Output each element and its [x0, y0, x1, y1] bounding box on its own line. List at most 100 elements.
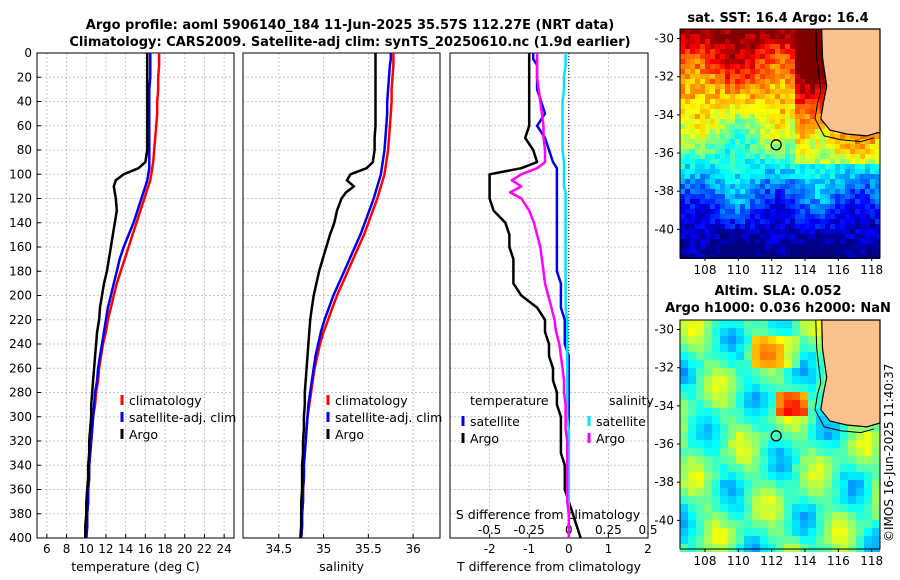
- sst-cell: [740, 234, 745, 239]
- map-x-tick-label: 112: [760, 263, 783, 277]
- sst-cell: [725, 34, 730, 39]
- sst-cell: [765, 244, 770, 249]
- sst-cell: [775, 159, 780, 164]
- sla-cell: [872, 528, 880, 536]
- sst-cell: [790, 84, 795, 89]
- sst-cell: [845, 209, 850, 214]
- sst-cell: [805, 44, 810, 49]
- sst-cell: [820, 209, 825, 214]
- sst-cell: [690, 149, 695, 154]
- sst-cell: [840, 149, 845, 154]
- sla-cell: [800, 440, 808, 448]
- sla-cell: [768, 384, 776, 392]
- sla-cell: [752, 400, 760, 408]
- sst-cell: [760, 179, 765, 184]
- sla-cell: [720, 320, 728, 328]
- sst-cell: [740, 149, 745, 154]
- sst-cell: [680, 69, 685, 74]
- sst-cell: [715, 169, 720, 174]
- sst-cell: [695, 164, 700, 169]
- sst-cell: [780, 129, 785, 134]
- sst-cell: [810, 29, 815, 34]
- sla-cell: [872, 536, 880, 544]
- sla-cell: [856, 440, 864, 448]
- sla-cell: [832, 504, 840, 512]
- sla-cell: [696, 320, 704, 328]
- sla-cell: [832, 512, 840, 520]
- sst-cell: [750, 104, 755, 109]
- sst-cell: [690, 224, 695, 229]
- sla-cell: [704, 376, 712, 384]
- sla-cell: [792, 352, 800, 360]
- sst-cell: [860, 149, 865, 154]
- sst-cell: [740, 239, 745, 244]
- sst-cell: [760, 204, 765, 209]
- sst-cell: [695, 34, 700, 39]
- sst-cell: [835, 149, 840, 154]
- sla-cell: [728, 360, 736, 368]
- sla-cell: [704, 472, 712, 480]
- sst-cell: [830, 189, 835, 194]
- sst-cell: [835, 214, 840, 219]
- sst-cell: [835, 164, 840, 169]
- sst-cell: [700, 239, 705, 244]
- map-y-tick-label: -38: [654, 475, 674, 489]
- sla-cell: [688, 432, 696, 440]
- sst-cell: [795, 134, 800, 139]
- sla-cell: [816, 464, 824, 472]
- sst-cell: [850, 204, 855, 209]
- sla-cell: [864, 528, 872, 536]
- sst-cell: [715, 119, 720, 124]
- sst-cell: [740, 179, 745, 184]
- sla-cell: [792, 392, 800, 400]
- sst-cell: [760, 39, 765, 44]
- sla-cell: [784, 496, 792, 504]
- sst-cell: [740, 29, 745, 34]
- sst-cell: [740, 84, 745, 89]
- y-tick-label: 400: [9, 531, 32, 545]
- sst-cell: [750, 59, 755, 64]
- sst-cell: [765, 199, 770, 204]
- sla-cell: [840, 544, 848, 552]
- sst-cell: [870, 179, 875, 184]
- sla-cell: [784, 408, 792, 416]
- sst-cell: [695, 29, 700, 34]
- sla-cell: [832, 424, 840, 432]
- sst-cell: [825, 139, 830, 144]
- sst-cell: [695, 229, 700, 234]
- sla-cell: [728, 384, 736, 392]
- sst-cell: [810, 109, 815, 114]
- sst-cell: [680, 99, 685, 104]
- sla-cell: [680, 496, 688, 504]
- sst-cell: [730, 49, 735, 54]
- sst-cell: [820, 214, 825, 219]
- sla-cell: [816, 384, 824, 392]
- sst-cell: [720, 174, 725, 179]
- sst-cell: [710, 39, 715, 44]
- sst-cell: [760, 239, 765, 244]
- sla-cell: [872, 456, 880, 464]
- sla-cell: [744, 408, 752, 416]
- sst-cell: [875, 209, 880, 214]
- sst-cell: [705, 29, 710, 34]
- sst-cell: [865, 219, 870, 224]
- sla-cell: [872, 440, 880, 448]
- sla-cell: [816, 360, 824, 368]
- sst-cell: [725, 49, 730, 54]
- sst-cell: [725, 119, 730, 124]
- sst-cell: [695, 154, 700, 159]
- sst-cell: [805, 129, 810, 134]
- sst-cell: [790, 109, 795, 114]
- sst-cell: [800, 249, 805, 254]
- sst-cell: [750, 124, 755, 129]
- secondary-x-tick-label: -0.25: [514, 523, 545, 537]
- sst-cell: [685, 149, 690, 154]
- sst-cell: [760, 144, 765, 149]
- salinity-argo-line: [508, 53, 571, 538]
- sst-cell: [790, 44, 795, 49]
- sst-cell: [730, 199, 735, 204]
- sst-cell: [825, 224, 830, 229]
- sla-cell: [768, 520, 776, 528]
- sst-cell: [815, 189, 820, 194]
- sst-cell: [730, 34, 735, 39]
